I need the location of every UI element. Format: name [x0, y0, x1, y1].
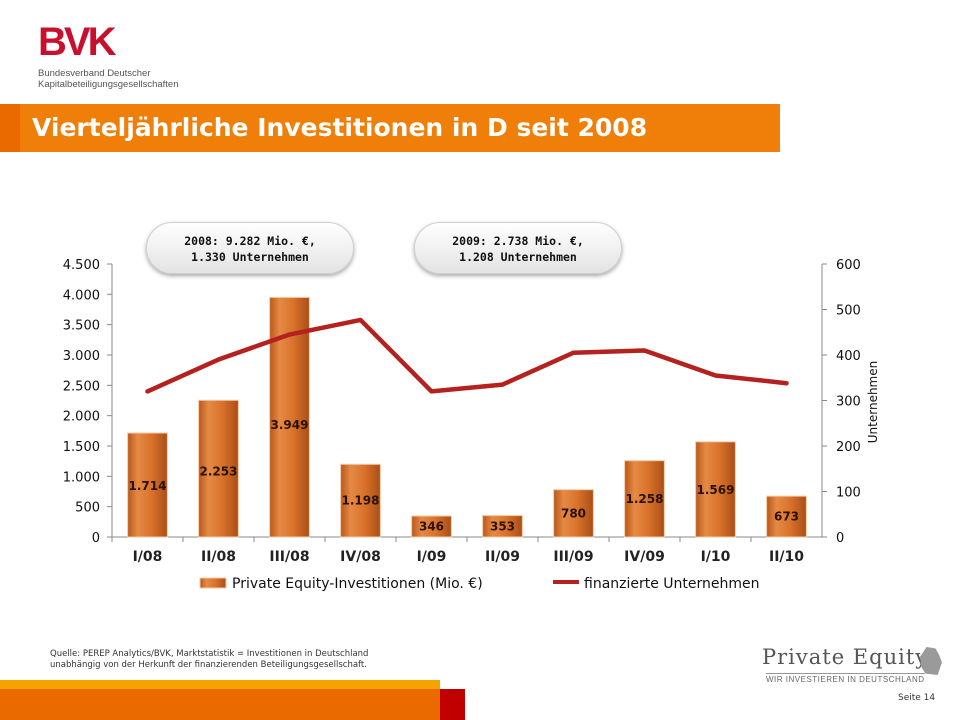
right-axis-tick-label: 0 — [836, 531, 844, 546]
line-point — [500, 382, 505, 387]
private-equity-logo-title: Private Equity — [762, 645, 929, 669]
line-point — [287, 332, 292, 337]
series-line-finanzierte-unternehmen — [145, 317, 789, 394]
bar — [198, 399, 239, 538]
line-point — [216, 357, 221, 362]
legend-bar-label: Private Equity-Investitionen (Mio. €) — [232, 576, 483, 592]
bvk-logo-line1: Bundesverband Deutscher — [38, 68, 151, 79]
line-point — [713, 373, 718, 378]
legend-bar-swatch — [199, 577, 227, 589]
line-point — [429, 389, 434, 394]
source-line2: unabhängig von der Herkunft der finanzie… — [50, 660, 367, 670]
chart-legend: Private Equity-Investitionen (Mio. €) fin… — [199, 576, 760, 592]
bar-data-label: 353 — [490, 519, 515, 533]
line-point — [571, 350, 576, 355]
bar-data-label: 1.198 — [342, 494, 380, 508]
x-axis-tick-label: I/08 — [133, 549, 163, 565]
bar-data-label: 780 — [561, 506, 586, 520]
bvk-logo: BVK Bundesverband Deutscher Kapitalbetei… — [38, 22, 198, 92]
left-axis-tick-label: 3.000 — [63, 349, 100, 364]
bar — [482, 515, 523, 538]
bar-data-label: 3.949 — [271, 418, 309, 432]
right-axis-tick-label: 300 — [836, 395, 861, 410]
bvk-logo-text: Bundesverband Deutscher Kapitalbeteiligu… — [38, 68, 179, 90]
bvk-logo-line2: Kapitalbeteiligungsgesellschaften — [38, 79, 179, 90]
private-equity-logo-tagline: WIR INVESTIEREN IN DEUTSCHLAND — [766, 673, 925, 684]
bar — [127, 432, 168, 538]
page-title: Vierteljährliche Investitionen in D seit… — [32, 113, 648, 142]
title-bar — [0, 104, 780, 152]
x-axis-tick-label: III/08 — [269, 549, 309, 565]
bar — [411, 515, 452, 538]
right-axis-tick-label: 500 — [836, 304, 861, 319]
x-axis-tick-label: II/10 — [769, 549, 804, 565]
right-axis-tick-label: 400 — [836, 349, 861, 364]
bar-data-label: 1.569 — [697, 483, 735, 497]
bar — [624, 460, 665, 538]
line-point — [358, 317, 363, 322]
legend-line-label: finanzierte Unternehmen — [584, 576, 760, 592]
callout-2008-line1: 2008: 9.282 Mio. €, — [184, 234, 316, 248]
bar — [766, 495, 807, 538]
callout-2009: 2009: 2.738 Mio. €, 1.208 Unternehmen — [414, 222, 622, 274]
x-axis-tick-label: II/09 — [485, 549, 520, 565]
x-axis-tick-label: IV/09 — [624, 549, 665, 565]
bar-data-label: 1.258 — [626, 492, 664, 506]
left-axis-tick-label: 1.000 — [63, 470, 100, 485]
x-axis-tick-label: III/09 — [553, 549, 593, 565]
left-axis-tick-label: 4.500 — [63, 258, 100, 273]
line-point — [642, 348, 647, 353]
right-axis-tick-label: 600 — [836, 258, 861, 273]
left-axis-tick-label: 4.000 — [63, 288, 100, 303]
x-axis-tick-label: IV/08 — [340, 549, 381, 565]
callout-2009-line2: 1.208 Unternehmen — [459, 250, 577, 264]
chart-line — [145, 317, 789, 394]
x-axis-tick-label: I/10 — [701, 549, 731, 565]
footer-bar — [0, 683, 440, 720]
bar — [553, 489, 594, 538]
title-bar-accent — [0, 104, 20, 152]
left-axis-tick-label: 3.500 — [63, 319, 100, 334]
x-axis-tick-label: II/08 — [201, 549, 236, 565]
right-axis-tick-label: 200 — [836, 440, 861, 455]
bar — [340, 463, 381, 538]
left-axis-tick-label: 2.000 — [63, 410, 100, 425]
private-equity-logo: Private Equity WIR INVESTIEREN IN DEUTSC… — [762, 645, 942, 687]
left-axis-tick-label: 2.500 — [63, 379, 100, 394]
left-axis-tick-label: 500 — [75, 501, 100, 516]
bar-data-label: 1.714 — [129, 479, 167, 493]
x-axis-tick-label: I/09 — [417, 549, 447, 565]
bar-data-label: 2.253 — [200, 464, 238, 478]
bar — [695, 441, 736, 538]
right-axis-tick-label: 100 — [836, 486, 861, 501]
bar-data-label: 673 — [774, 510, 799, 524]
line-point — [784, 381, 789, 386]
germany-map-icon — [920, 647, 942, 675]
callout-2008: 2008: 9.282 Mio. €, 1.330 Unternehmen — [146, 222, 354, 274]
source-line1: Quelle: PEREP Analytics/BVK, Marktstatis… — [50, 649, 369, 659]
chart-bars: 1.714 2.253 3.949 1.198 346 353 780 1.258 1.569 6… — [127, 296, 807, 538]
bvk-logo-mark: BVK — [38, 20, 116, 64]
footer-bar-highlight — [0, 680, 440, 689]
source-note: Quelle: PEREP Analytics/BVK, Marktstatis… — [50, 649, 368, 671]
left-axis-tick-label: 0 — [92, 531, 100, 546]
right-axis-title: Unternehmen — [866, 361, 880, 443]
bar-data-label: 346 — [419, 520, 444, 534]
line-point — [145, 389, 150, 394]
left-axis-tick-label: 1.500 — [63, 440, 100, 455]
callout-2009-line1: 2009: 2.738 Mio. €, — [452, 234, 584, 248]
chart-axes: 0 500 1.000 1.500 2.000 2.500 3.000 3.500 4.000 4… — [63, 258, 880, 565]
page-number: Seite 14 — [898, 693, 936, 703]
callout-2008-line2: 1.330 Unternehmen — [191, 250, 309, 264]
